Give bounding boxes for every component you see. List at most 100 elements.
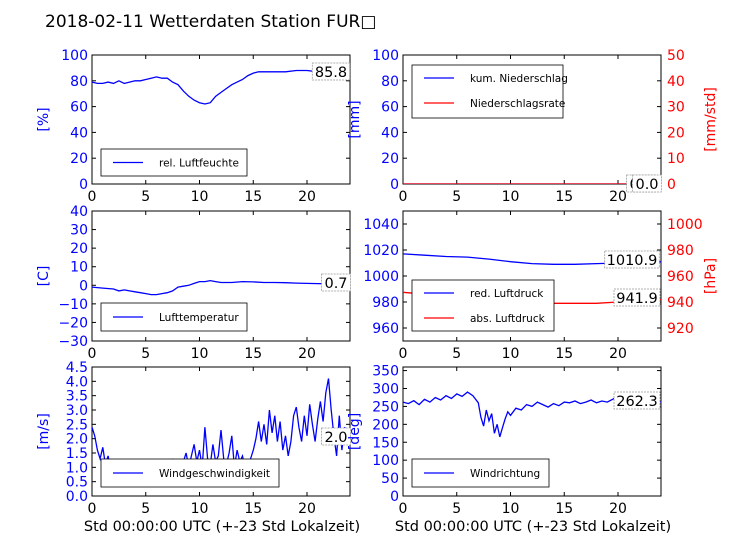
x-tick-label: 15 [244, 189, 262, 205]
y-tick-label-right: 30 [667, 100, 685, 116]
x-tick-label: 10 [502, 189, 520, 205]
y-tick-label: −10 [58, 297, 88, 313]
y-tick-label: 30 [70, 223, 88, 239]
chart-windspeed: 0 5 10 15 200.00.51.01.52.02.53.03.54.04.5[m… [36, 360, 351, 517]
x-tick-label: 5 [141, 501, 150, 517]
x-tick-label: 20 [609, 346, 627, 362]
legend-label: red. Luftdruck [470, 288, 544, 300]
y-tick-label: −30 [58, 334, 88, 350]
x-tick-label: 0 [88, 346, 97, 362]
x-tick-label: 10 [191, 346, 209, 362]
chart-temperature: 0 5 10 15 20 −30 −20 −10 0 10 20 30 40 [C] Lufttempera… [36, 204, 351, 362]
chart-winddirection: 0 5 10 15 20050100150200250300350[deg]Windri… [347, 364, 662, 517]
legend-label: abs. Luftdruck [470, 313, 546, 325]
y-tick-label: 40 [381, 125, 399, 141]
y-axis-label: [%] [36, 107, 52, 131]
y-tick-label: 300 [372, 382, 399, 398]
chart-humidity: 0 5 10 15 20 0 20 40 60 80 100 [%] rel. Luftfeuchte 8… [36, 48, 351, 205]
y-tick-label: 350 [372, 364, 399, 380]
legend-label: kum. Niederschlag [470, 73, 568, 85]
value-annotation-box [613, 391, 661, 410]
x-tick-label: 5 [141, 346, 150, 362]
legend-label: Lufttemperatur [159, 312, 239, 324]
y-tick-label: 10 [70, 260, 88, 276]
y-tick-label: 4.0 [66, 374, 88, 390]
x-axis-label-left: Std 00:00:00 UTC (+-23 Std Lokalzeit) [84, 519, 360, 535]
legend-label: Windgeschwindigkeit [159, 468, 270, 480]
y-axis-label-right: [hPa] [703, 258, 719, 294]
x-tick-label: 5 [452, 501, 461, 517]
y-tick-label: 1020 [363, 243, 399, 259]
y-tick-label: 2.5 [66, 417, 88, 433]
x-tick-label: 20 [298, 189, 316, 205]
y-tick-label: 0 [390, 489, 399, 505]
y-tick-label-right: 920 [667, 321, 694, 337]
y-tick-label: 200 [372, 417, 399, 433]
value-annotation-box [321, 427, 351, 446]
series-line-1 [403, 391, 661, 438]
y-tick-label-right: 20 [667, 125, 685, 141]
y-tick-label: 1.0 [66, 460, 88, 476]
value-annotation-box [321, 273, 351, 292]
x-tick-label: 15 [555, 189, 573, 205]
x-tick-label: 15 [244, 501, 262, 517]
y-tick-label: 150 [372, 435, 399, 451]
y-tick-label: 0 [390, 177, 399, 193]
legend-box [100, 148, 248, 177]
y-tick-label: 20 [70, 151, 88, 167]
x-tick-label: 20 [609, 501, 627, 517]
y-tick-label: 980 [372, 295, 399, 311]
y-tick-label: 1.5 [66, 446, 88, 462]
y-tick-label-right: 1000 [667, 217, 703, 233]
value-annotation-box [604, 250, 660, 269]
figure-title: 2018-02-11 Wetterdaten Station FUR□ [45, 12, 376, 32]
y-tick-label: 20 [70, 241, 88, 257]
y-tick-label: 1040 [363, 217, 399, 233]
y-axis-label: [mm] [347, 100, 363, 138]
value-annotation: 941.9 [616, 291, 658, 307]
x-tick-label: 5 [452, 189, 461, 205]
value-annotation: 1010.9 [607, 253, 658, 269]
y-tick-label: 3.5 [66, 389, 88, 405]
y-tick-label-right: 980 [667, 243, 694, 259]
y-axis-label: [m/s] [36, 413, 52, 450]
y-tick-label: 50 [381, 471, 399, 487]
x-tick-label: 10 [191, 501, 209, 517]
y-tick-label: 4.5 [66, 360, 88, 376]
legend-box [411, 279, 555, 332]
x-tick-label: 5 [141, 189, 150, 205]
y-tick-label: 0 [79, 177, 88, 193]
value-annotation-box [613, 288, 661, 307]
x-tick-label: 20 [298, 346, 316, 362]
value-annotation: 0.0 [635, 177, 658, 193]
y-tick-label: 250 [372, 399, 399, 415]
chart-pressure: 0 5 10 15 20 960 980 1000 1020 1040 920 940 960 980 10… [363, 210, 719, 362]
y-tick-label: 0 [79, 278, 88, 294]
x-tick-label: 0 [399, 501, 408, 517]
y-tick-label: 80 [70, 74, 88, 90]
y-tick-label: 960 [372, 321, 399, 337]
x-tick-label: 0 [88, 189, 97, 205]
value-annotation: 262.3 [616, 394, 658, 410]
value-annotation: 85.8 [315, 65, 347, 81]
y-axis-label: [C] [36, 266, 52, 287]
y-tick-label: −20 [58, 315, 88, 331]
x-tick-label: 20 [609, 189, 627, 205]
y-tick-label: 1000 [363, 269, 399, 285]
legend-label: Niederschlagsrate [470, 98, 565, 110]
x-tick-label: 5 [452, 346, 461, 362]
x-axis-label-right: Std 00:00:00 UTC (+-23 Std Lokalzeit) [395, 519, 671, 535]
legend-label: Windrichtung [470, 468, 540, 480]
x-tick-label: 20 [298, 501, 316, 517]
x-tick-label: 0 [399, 346, 408, 362]
x-tick-label: 15 [555, 501, 573, 517]
y-tick-label: 60 [381, 100, 399, 116]
y-tick-label: 40 [70, 125, 88, 141]
y-tick-label: 0.0 [66, 489, 88, 505]
y-tick-label-right: 10 [667, 151, 685, 167]
y-tick-label: 3.0 [66, 403, 88, 419]
legend-box [411, 64, 564, 119]
series-line-1 [92, 69, 350, 105]
